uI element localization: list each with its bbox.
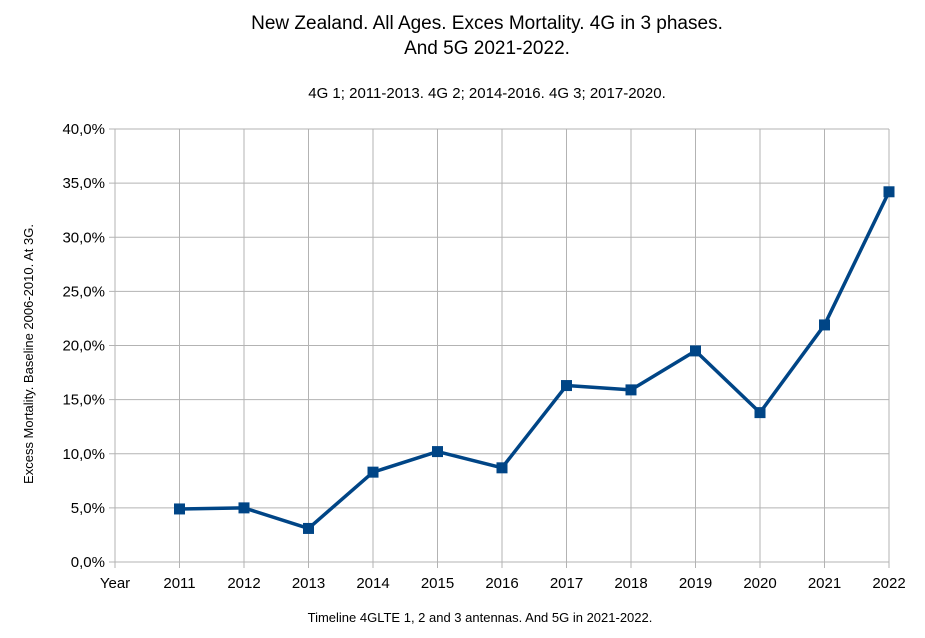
x-tick-label: 2021 [808, 575, 841, 592]
y-tick-label: 0,0% [71, 554, 105, 571]
data-point-marker [496, 462, 508, 474]
chart-title-line-2: And 5G 2021-2022. [404, 38, 570, 59]
y-tick-label: 40,0% [62, 121, 105, 138]
series-layer [174, 186, 895, 534]
data-point-marker [238, 502, 250, 514]
x-tick-label: 2012 [227, 575, 260, 592]
x-tick-label: 2013 [292, 575, 325, 592]
x-tick-label: 2018 [614, 575, 647, 592]
y-tick-label: 30,0% [62, 229, 105, 246]
y-tick-label: 15,0% [62, 392, 105, 409]
x-tick-labels: Year 2011 2012 2013 2014 2015 2016 2017 2018 2019… [100, 575, 906, 592]
data-point-marker [883, 186, 895, 198]
axis-layer [109, 128, 890, 568]
y-tick-label: 5,0% [71, 500, 105, 517]
data-point-marker [690, 345, 701, 357]
x-axis-label: Timeline 4GLTE 1, 2 and 3 antennas. And … [308, 610, 653, 625]
y-axis-label: Excess Mortality. Baseline 2006-2010. At… [21, 224, 36, 484]
x-tick-label: Year [100, 575, 130, 592]
series-line [179, 191, 891, 531]
data-point-marker [819, 319, 830, 331]
x-tick-label: 2022 [872, 575, 905, 592]
chart-subtitle: 4G 1; 2011-2013. 4G 2; 2014-2016. 4G 3; … [308, 85, 666, 102]
y-tick-label: 20,0% [62, 338, 105, 355]
data-point-marker [561, 380, 572, 392]
x-tick-label: 2015 [421, 575, 454, 592]
data-point-marker [303, 522, 314, 534]
x-tick-label: 2019 [679, 575, 712, 592]
grid-layer [114, 128, 890, 563]
data-point-marker [625, 384, 637, 396]
chart-title-line-1: New Zealand. All Ages. Exces Mortality. … [251, 13, 723, 34]
x-tick-label: 2017 [550, 575, 583, 592]
x-tick-label: 2014 [356, 575, 389, 592]
x-tick-label: 2016 [485, 575, 518, 592]
y-tick-labels: 0,0% 5,0% 10,0% 15,0% 20,0% 25,0% 30,0% 35,0% 40… [62, 121, 105, 571]
data-point-marker [754, 407, 766, 419]
x-tick-label: 2011 [163, 575, 195, 592]
data-point-marker [174, 503, 185, 515]
y-tick-label: 10,0% [62, 446, 105, 463]
x-tick-label: 2020 [743, 575, 776, 592]
y-tick-label: 35,0% [62, 175, 105, 192]
data-point-marker [432, 446, 443, 458]
data-point-marker [367, 466, 379, 478]
y-tick-label: 25,0% [62, 283, 105, 300]
